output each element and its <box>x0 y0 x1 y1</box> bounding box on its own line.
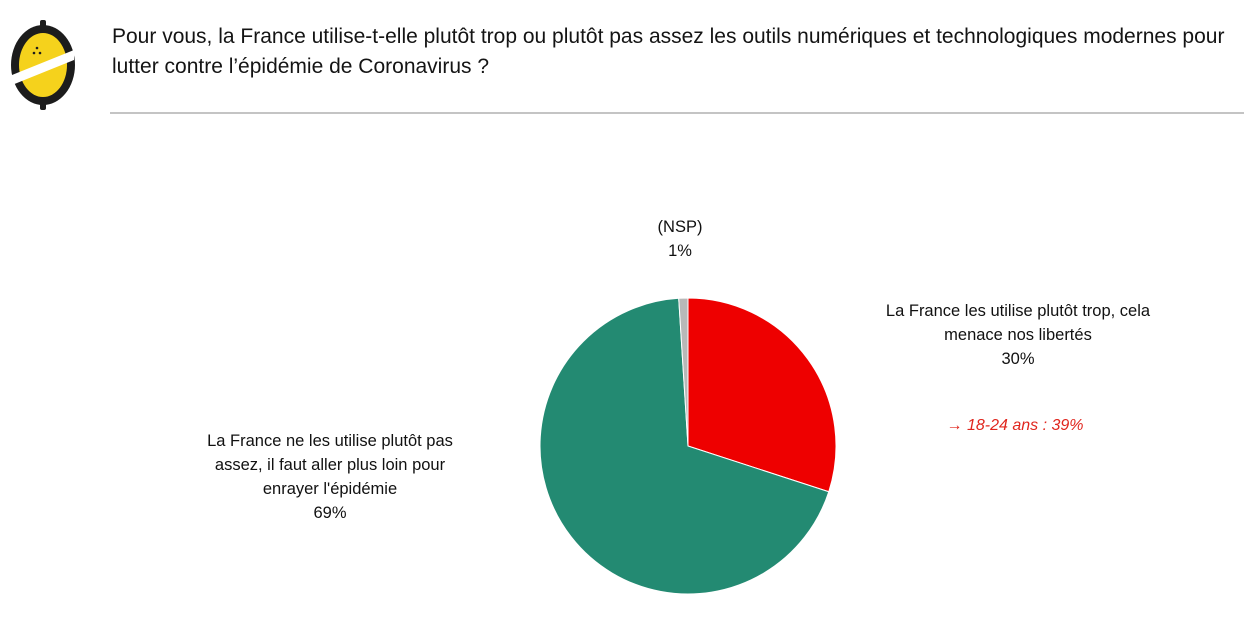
slice-name-line: (NSP) <box>658 218 703 236</box>
brand-logo <box>11 20 75 110</box>
slice-name-line: assez, il faut aller plus loin pour <box>215 456 446 474</box>
slice-value-label: 1% <box>668 242 692 260</box>
header-divider <box>110 112 1244 114</box>
pie-slice-not-enough <box>539 297 830 595</box>
slice-name-line: La France ne les utilise plutôt pas <box>207 432 453 450</box>
survey-question: Pour vous, la France utilise-t-elle plut… <box>112 25 1225 78</box>
slice-value-label: 30% <box>1001 350 1034 368</box>
logo-white-band <box>12 50 74 85</box>
slice-label-nsp: (NSP) 1% <box>658 218 703 260</box>
pie-slice-nsp <box>678 297 689 447</box>
slice-name-line: menace nos libertés <box>944 326 1092 344</box>
age-annotation: → 18-24 ans : 39% <box>947 417 1084 434</box>
logo-dot <box>38 51 42 55</box>
slice-name-line: enrayer l'épidémie <box>263 480 397 498</box>
logo-dot <box>35 46 39 50</box>
slice-label-not-enough: La France ne les utilise plutôt pas assez… <box>207 432 453 522</box>
logo-dot <box>32 51 36 55</box>
slice-value-label: 69% <box>313 504 346 522</box>
slice-name-line: La France les utilise plutôt trop, cela <box>886 302 1151 320</box>
pie-slice-too-much <box>687 297 837 493</box>
slice-label-too-much: La France les utilise plutôt trop, cela m… <box>886 302 1151 368</box>
